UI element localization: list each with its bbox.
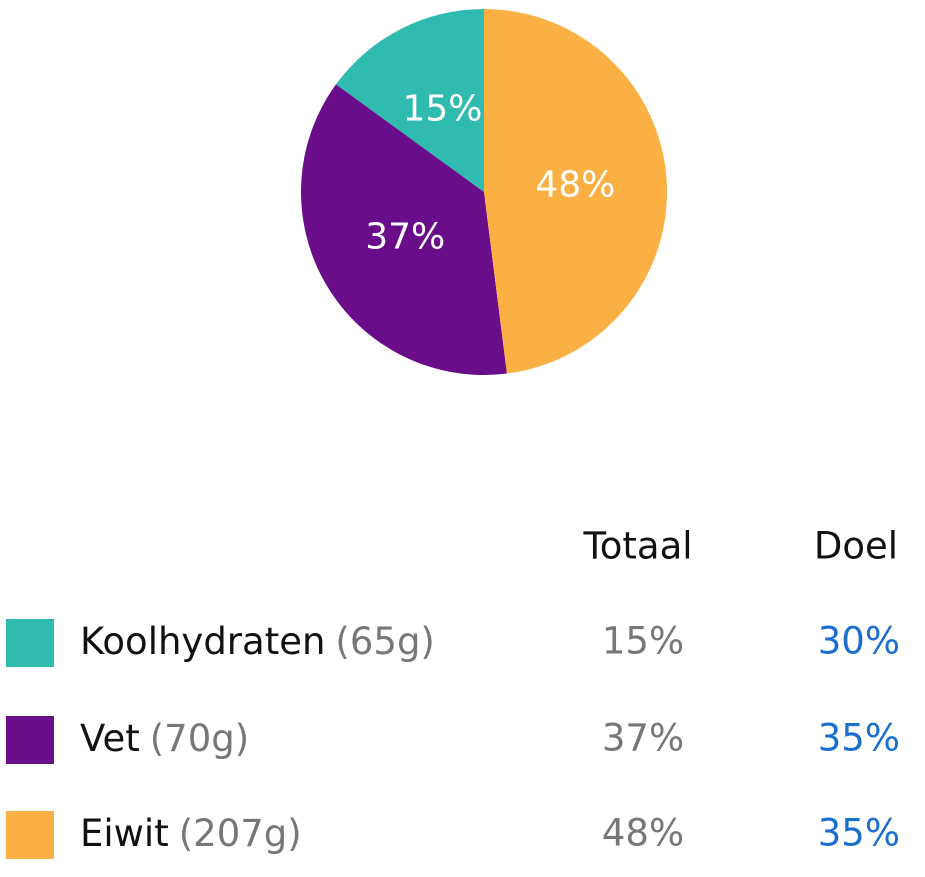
- total-value: 37%: [602, 717, 684, 760]
- pie-slice: [301, 84, 507, 375]
- column-header: Totaal: [582, 525, 692, 568]
- macro-amount: (65g): [335, 620, 434, 663]
- pie-slice: [335, 9, 484, 192]
- column-header: Doel: [814, 525, 898, 568]
- macro-amount: (207g): [179, 812, 302, 855]
- goal-value: 35%: [818, 812, 900, 855]
- macro-name: Vet: [80, 717, 140, 760]
- macro-name: Koolhydraten: [80, 620, 325, 663]
- slice-label: 15%: [402, 88, 482, 129]
- macro-amount: (70g): [150, 717, 249, 760]
- legend-entry: Vet (70g): [80, 717, 249, 760]
- macro-name: Eiwit: [80, 812, 169, 855]
- legend-swatch: [6, 811, 54, 859]
- legend-swatch: [6, 619, 54, 667]
- slice-label: 48%: [535, 164, 615, 205]
- legend-entry: Koolhydraten (65g): [80, 620, 435, 663]
- legend-entry: Eiwit (207g): [80, 812, 302, 855]
- slice-label: 37%: [365, 217, 445, 258]
- legend-swatch: [6, 716, 54, 764]
- total-value: 15%: [602, 620, 684, 663]
- total-value: 48%: [602, 812, 684, 855]
- goal-value: 35%: [818, 717, 900, 760]
- goal-value: 30%: [818, 620, 900, 663]
- pie-slice: [484, 9, 667, 374]
